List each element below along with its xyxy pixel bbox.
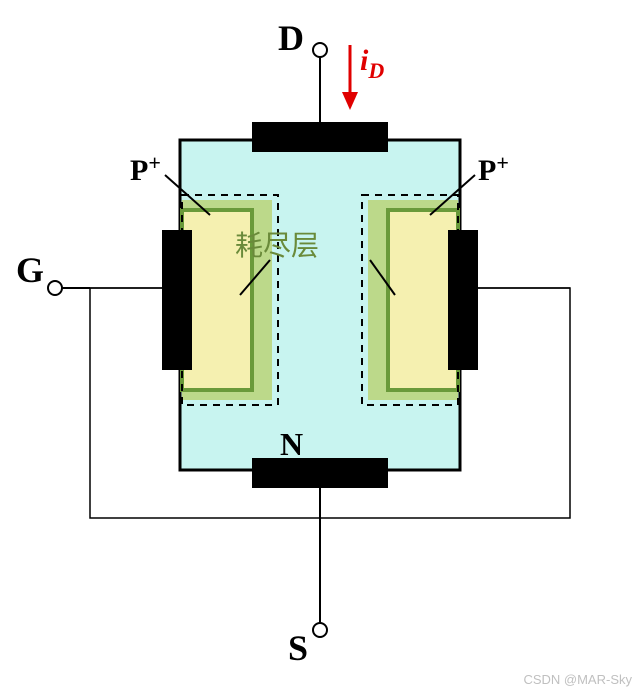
- drain-terminal: [313, 43, 327, 57]
- id-arrow-head: [342, 92, 358, 110]
- gate-contact-right: [448, 230, 478, 370]
- source-terminal: [313, 623, 327, 637]
- gate-label: G: [16, 250, 44, 290]
- source-label: S: [288, 628, 308, 668]
- depletion-left-group: [182, 195, 278, 405]
- pplus-right-label: P+: [478, 150, 509, 187]
- jfet-diagram: D S G N P+ P+ 耗尽层 iD: [0, 0, 640, 693]
- p-plus-right-region: [388, 210, 458, 390]
- gate-terminal: [48, 281, 62, 295]
- drain-label: D: [278, 18, 304, 58]
- source-contact: [252, 458, 388, 488]
- id-label: iD: [360, 44, 384, 83]
- drain-contact: [252, 122, 388, 152]
- watermark: CSDN @MAR-Sky: [523, 672, 632, 687]
- depletion-right-group: [362, 195, 458, 405]
- depletion-label: 耗尽层: [235, 231, 319, 262]
- gate-contact-left: [162, 230, 192, 370]
- pplus-left-label: P+: [130, 150, 161, 187]
- n-label: N: [280, 426, 303, 462]
